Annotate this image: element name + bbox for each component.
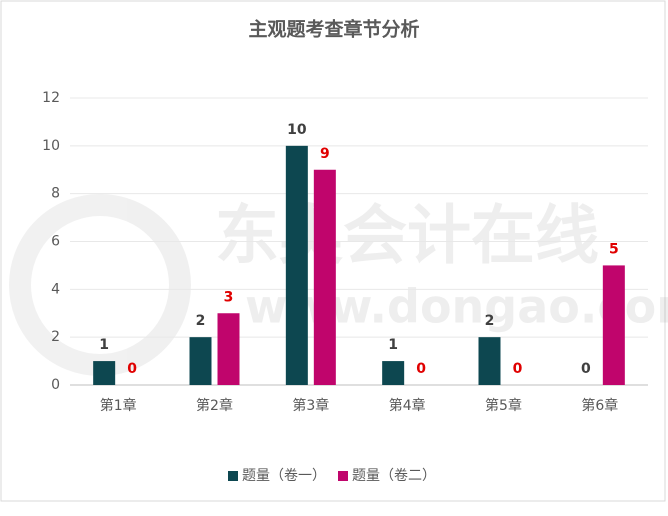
data-label: 2 — [485, 313, 495, 329]
data-label: 0 — [581, 361, 591, 377]
legend-label: 题量（卷一） — [242, 468, 326, 484]
bar — [217, 313, 240, 385]
data-label: 0 — [127, 361, 137, 377]
bar — [602, 265, 625, 385]
x-tick-label: 第4章 — [389, 397, 426, 414]
data-label: 3 — [224, 289, 234, 305]
data-label: 10 — [287, 122, 307, 138]
bar — [285, 145, 308, 385]
data-label: 2 — [196, 313, 206, 329]
y-tick-label: 4 — [51, 281, 60, 297]
x-tick-label: 第1章 — [100, 397, 137, 414]
x-tick-label: 第2章 — [196, 397, 233, 414]
chart-title: 主观题考查章节分析 — [248, 18, 419, 41]
data-label: 9 — [320, 146, 330, 162]
watermark-text: 东奥会计在线 — [215, 200, 599, 274]
y-tick-label: 0 — [51, 377, 60, 393]
x-tick-label: 第6章 — [581, 397, 618, 414]
y-tick-label: 2 — [51, 329, 60, 345]
bar — [189, 337, 212, 385]
bar — [478, 337, 501, 385]
bar — [382, 361, 405, 385]
legend-swatch — [228, 471, 238, 481]
data-label: 5 — [609, 241, 619, 257]
legend-swatch — [338, 471, 348, 481]
y-tick-label: 10 — [42, 138, 60, 154]
bar — [93, 361, 116, 385]
bar — [313, 169, 336, 385]
data-label: 1 — [99, 337, 109, 353]
y-tick-label: 8 — [51, 186, 60, 202]
legend-label: 题量（卷二） — [352, 468, 436, 484]
data-label: 0 — [416, 361, 426, 377]
x-tick-label: 第3章 — [292, 397, 329, 414]
y-tick-label: 6 — [51, 234, 60, 250]
data-label: 0 — [513, 361, 523, 377]
x-tick-label: 第5章 — [485, 397, 522, 414]
data-label: 1 — [388, 337, 398, 353]
y-tick-label: 12 — [42, 90, 60, 106]
